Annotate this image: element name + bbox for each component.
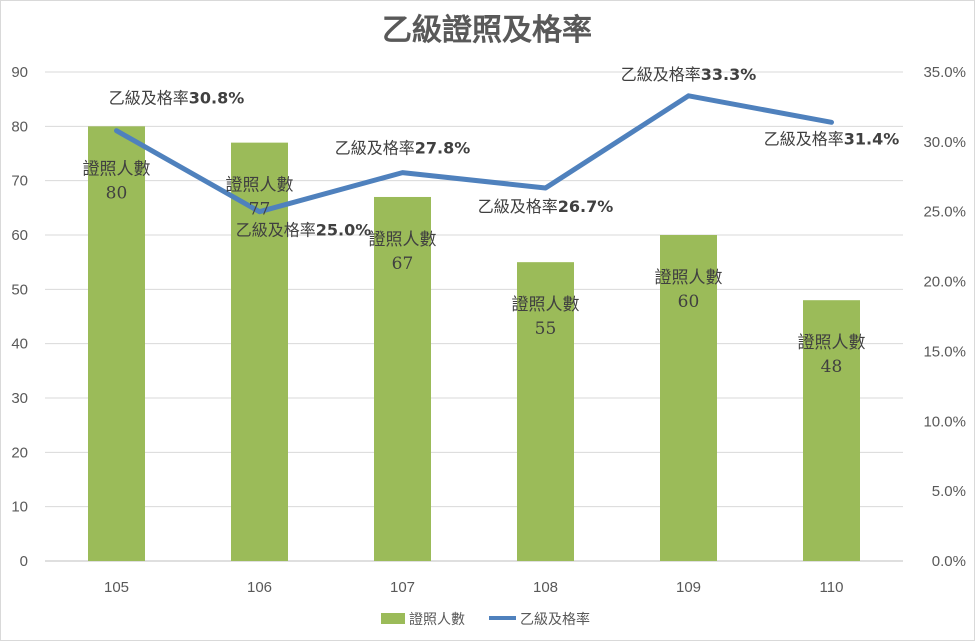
legend-bar-label: 證照人數 [409,611,465,628]
bar-110 [803,300,860,561]
left-tick-label: 20 [11,444,28,461]
left-axis-ticks: 0 10 20 30 40 50 60 70 80 90 [11,64,28,570]
left-tick-label: 10 [11,499,28,516]
left-tick-label: 0 [20,553,28,570]
right-tick-label: 35.0% [923,64,966,81]
line-data-labels: 乙級及格率30.8% 乙級及格率25.0% 乙級及格率27.8% 乙級及格率26.7%… [109,65,900,240]
x-tick-label: 105 [104,579,129,596]
left-tick-label: 90 [11,64,28,81]
bar-108 [517,262,574,561]
line-data-label: 乙級及格率33.3% [621,65,757,84]
legend: 證照人數 乙級及格率 [381,611,590,628]
line-data-label: 乙級及格率26.7% [478,197,614,216]
bar-data-label: 證照人數 48 [798,333,866,377]
bar-105 [88,126,145,561]
line-data-label: 乙級及格率30.8% [109,89,245,108]
x-tick-label: 106 [247,579,272,596]
left-tick-label: 80 [11,118,28,135]
x-tick-label: 107 [390,579,415,596]
rate-line [114,93,834,215]
legend-bar-swatch [381,613,405,624]
chart-title: 乙級證照及格率 [382,13,592,48]
x-axis-ticks: 105 106 107 108 109 110 [104,579,843,596]
right-tick-label: 5.0% [932,483,966,500]
left-tick-label: 40 [11,336,28,353]
line-data-label: 乙級及格率25.0% [236,221,372,240]
bar-data-label: 證照人數 60 [655,268,723,312]
left-tick-label: 30 [11,390,28,407]
legend-line-label: 乙級及格率 [520,611,590,628]
line-series [114,93,834,215]
bar-data-labels: 證照人數 80 證照人數 77 證照人數 67 證照人數 55 證照人數 60 證照人數 48 [83,159,866,377]
bar-109 [660,235,717,561]
bar-data-label: 證照人數 55 [512,295,580,339]
bar-data-label: 證照人數 80 [83,159,151,203]
x-tick-label: 109 [676,579,701,596]
bar-data-label: 證照人數 77 [226,176,294,220]
right-axis-ticks: 0.0% 5.0% 10.0% 15.0% 20.0% 25.0% 30.0% 35.0% [923,64,966,570]
bar-107 [374,196,431,561]
right-tick-label: 25.0% [923,204,966,221]
left-tick-label: 60 [11,227,28,244]
bar-data-label: 證照人數 67 [369,230,437,274]
x-tick-label: 110 [820,579,844,596]
left-tick-label: 50 [11,281,28,298]
line-data-label: 乙級及格率31.4% [764,129,900,148]
right-tick-label: 15.0% [923,343,966,360]
x-tick-label: 108 [533,579,558,596]
right-tick-label: 10.0% [923,413,966,430]
line-data-label: 乙級及格率27.8% [335,139,471,158]
right-tick-label: 20.0% [923,274,966,291]
right-tick-label: 30.0% [923,134,966,151]
gridlines [45,71,903,562]
left-tick-label: 70 [11,173,28,190]
bar-series [88,126,860,561]
right-tick-label: 0.0% [932,553,966,570]
